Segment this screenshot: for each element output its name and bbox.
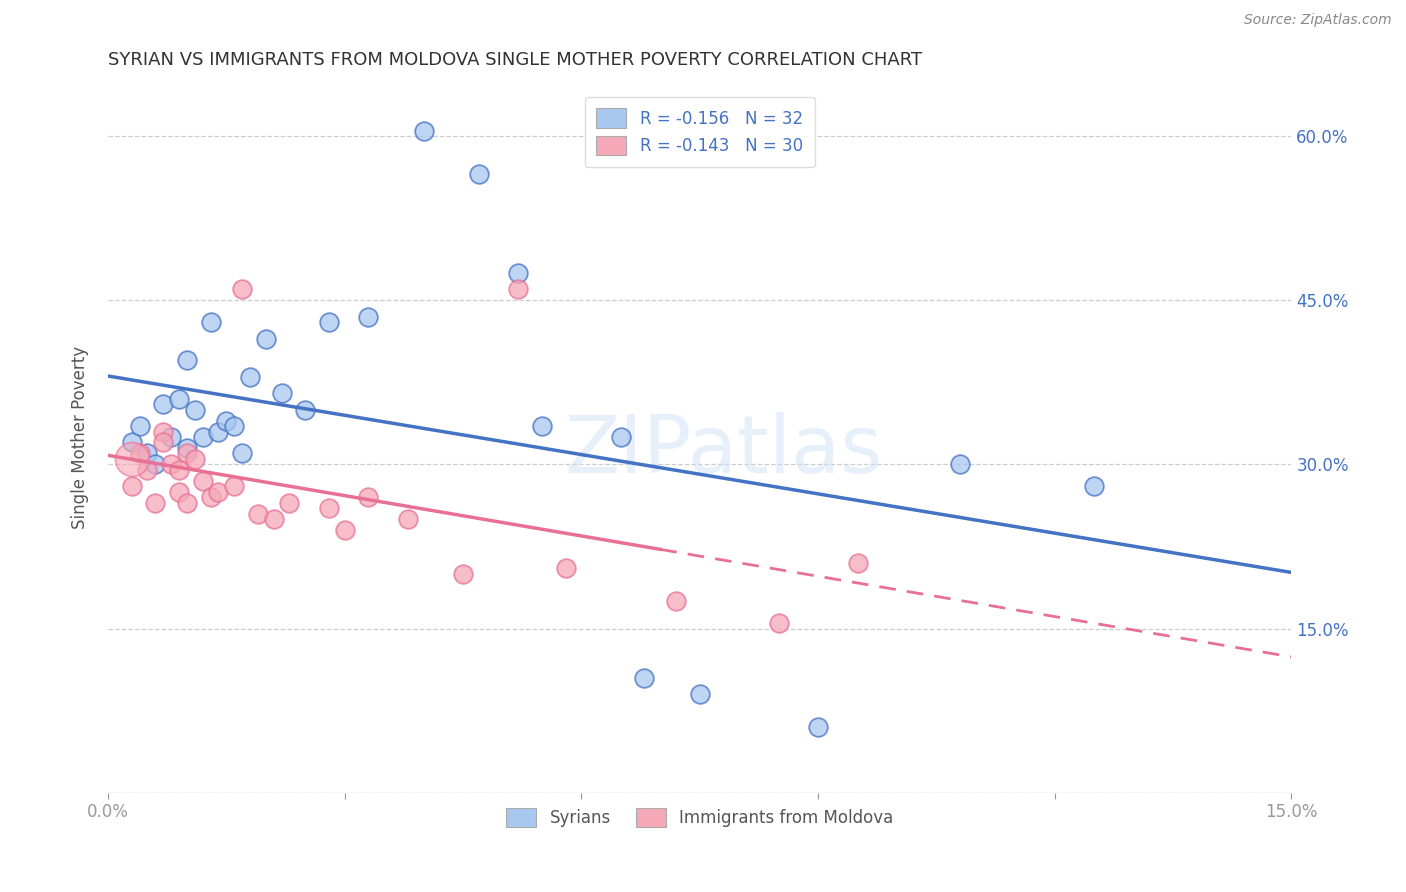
Point <box>136 446 159 460</box>
Point <box>318 501 340 516</box>
Point <box>128 446 150 460</box>
Point <box>1083 479 1105 493</box>
Point <box>143 496 166 510</box>
Point <box>246 507 269 521</box>
Point <box>160 430 183 444</box>
Point <box>412 123 434 137</box>
Point <box>200 315 222 329</box>
Point <box>167 392 190 406</box>
Point <box>224 419 246 434</box>
Point <box>508 266 530 280</box>
Point <box>318 315 340 329</box>
Point <box>176 496 198 510</box>
Text: SYRIAN VS IMMIGRANTS FROM MOLDOVA SINGLE MOTHER POVERTY CORRELATION CHART: SYRIAN VS IMMIGRANTS FROM MOLDOVA SINGLE… <box>108 51 922 69</box>
Point <box>176 353 198 368</box>
Point <box>136 463 159 477</box>
Point <box>357 310 380 324</box>
Point <box>396 512 419 526</box>
Point <box>294 402 316 417</box>
Point <box>530 419 553 434</box>
Point <box>231 446 253 460</box>
Point <box>239 369 262 384</box>
Point <box>176 446 198 460</box>
Text: Source: ZipAtlas.com: Source: ZipAtlas.com <box>1244 13 1392 28</box>
Point <box>143 458 166 472</box>
Point <box>451 566 474 581</box>
Point <box>184 402 207 417</box>
Point <box>231 282 253 296</box>
Point <box>215 414 238 428</box>
Point <box>508 282 530 296</box>
Point <box>224 479 246 493</box>
Point <box>468 167 491 181</box>
Point <box>554 561 576 575</box>
Point <box>184 451 207 466</box>
Point <box>689 687 711 701</box>
Point <box>167 484 190 499</box>
Point <box>128 419 150 434</box>
Point <box>270 386 292 401</box>
Point <box>121 479 143 493</box>
Point <box>207 425 229 439</box>
Point <box>152 425 174 439</box>
Point <box>152 397 174 411</box>
Point <box>633 671 655 685</box>
Point <box>846 556 869 570</box>
Text: ZIPatlas: ZIPatlas <box>564 412 883 491</box>
Point <box>768 615 790 630</box>
Point <box>121 435 143 450</box>
Point <box>207 484 229 499</box>
Point <box>949 458 972 472</box>
Point <box>254 331 277 345</box>
Point <box>167 463 190 477</box>
Point <box>665 594 688 608</box>
Legend: Syrians, Immigrants from Moldova: Syrians, Immigrants from Moldova <box>499 802 900 834</box>
Point <box>807 720 830 734</box>
Point <box>610 430 633 444</box>
Point <box>152 435 174 450</box>
Point <box>278 496 301 510</box>
Point <box>333 523 356 537</box>
Point <box>176 441 198 455</box>
Point <box>191 474 214 488</box>
Point <box>191 430 214 444</box>
Point <box>160 458 183 472</box>
Point <box>263 512 285 526</box>
Point <box>200 490 222 504</box>
Point <box>357 490 380 504</box>
Y-axis label: Single Mother Poverty: Single Mother Poverty <box>72 345 89 529</box>
Point <box>121 451 143 466</box>
